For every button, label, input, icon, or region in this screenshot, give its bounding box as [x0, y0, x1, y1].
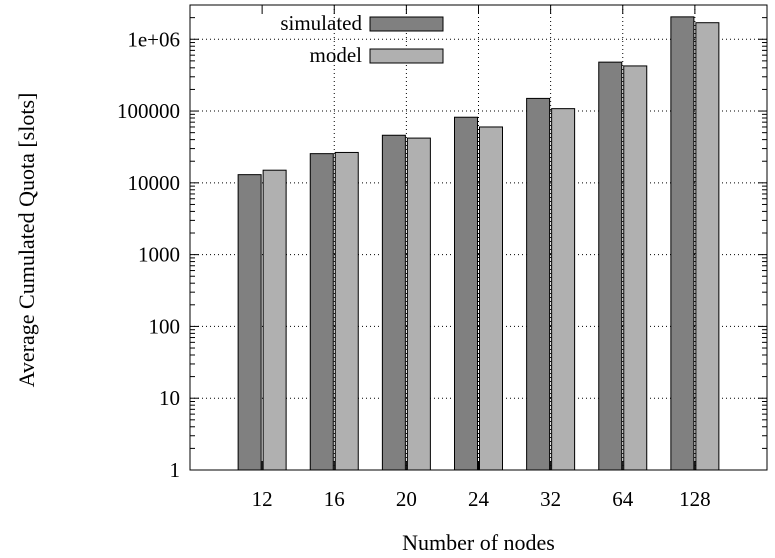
bar-simulated-24	[454, 116, 478, 471]
bar-simulated-32	[526, 97, 551, 471]
bar-model-24	[479, 126, 503, 471]
bar-model-32	[551, 108, 576, 471]
x-tick-label: 64	[612, 487, 634, 511]
x-tick-label: 128	[679, 487, 711, 511]
bar-simulated-64	[598, 61, 623, 471]
bar-model-128	[695, 22, 720, 471]
x-tick-label: 20	[396, 487, 417, 511]
y-tick-label: 100	[149, 314, 181, 338]
x-tick-label: 16	[324, 487, 345, 511]
bars-layer	[237, 16, 720, 471]
legend-swatch-model	[369, 48, 444, 64]
bar-simulated-128	[670, 16, 695, 471]
legend-swatch-simulated	[369, 16, 444, 32]
bar-model-16	[334, 151, 359, 471]
y-tick-label: 1e+06	[127, 27, 180, 51]
ticks-layer: 1 10 100 1000 10000 100000 1e+06 12 16 20 24 32 64 12…	[117, 4, 767, 511]
x-axis-title: Number of nodes	[402, 530, 555, 555]
y-tick-label: 100000	[117, 99, 180, 123]
x-tick-label: 32	[540, 487, 561, 511]
y-tick-label: 1000	[138, 243, 180, 267]
y-tick-label: 10	[159, 386, 180, 410]
legend-label-model: model	[310, 43, 363, 67]
x-tick-label: 24	[468, 487, 490, 511]
bar-model-20	[406, 137, 431, 471]
bar-simulated-16	[309, 153, 334, 471]
x-tick-label: 12	[252, 487, 273, 511]
y-tick-label: 1	[170, 458, 181, 482]
legend-label-simulated: simulated	[280, 11, 362, 35]
bar-model-12	[262, 169, 287, 471]
y-tick-label: 10000	[128, 171, 181, 195]
bar-simulated-12	[237, 174, 262, 471]
bar-model-64	[623, 65, 648, 471]
legend: simulated model	[280, 11, 444, 67]
bar-simulated-20	[381, 134, 406, 471]
y-axis-title: Average Cumulated Quota [slots]	[14, 93, 39, 388]
